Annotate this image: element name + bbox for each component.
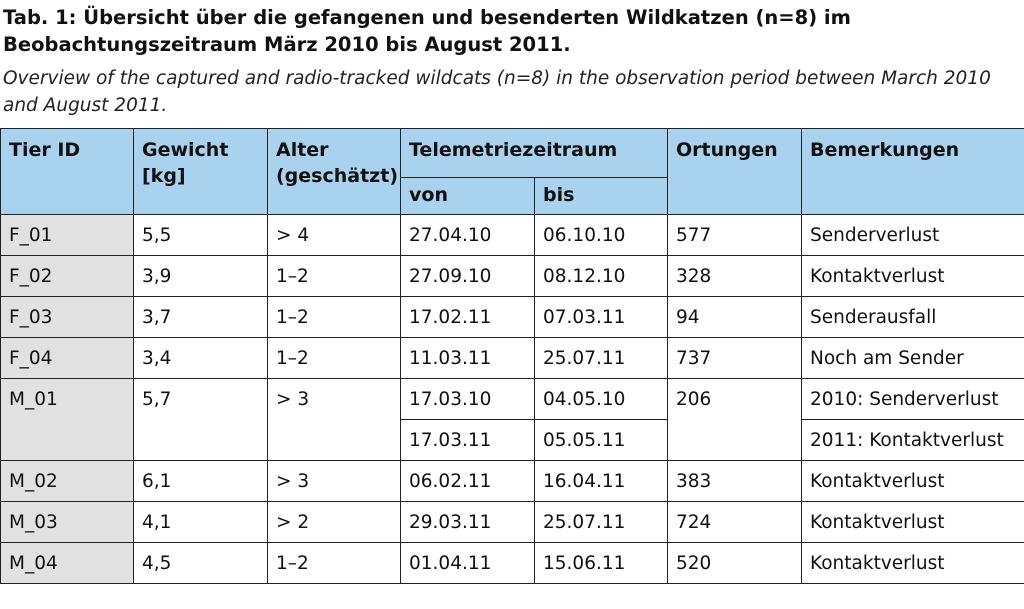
cell-weight-empty: [133, 419, 268, 461]
cell-age: > 4: [267, 214, 401, 256]
table-body: F_01 5,5 > 4 27.04.10 06.10.10 577 Sende…: [0, 214, 1024, 584]
cell-fixes: 577: [667, 214, 803, 256]
cell-from: 17.03.10: [400, 378, 535, 420]
header-from: von: [400, 177, 535, 215]
cell-from: 17.02.11: [400, 296, 535, 338]
header-fixes: Ortungen: [667, 128, 803, 215]
table-row: F_01 5,5 > 4 27.04.10 06.10.10 577 Sende…: [0, 214, 1024, 256]
cell-from: 06.02.11: [400, 460, 535, 502]
cell-from: 27.04.10: [400, 214, 535, 256]
header-weight: Gewicht [kg]: [133, 128, 268, 215]
cell-to: 06.10.10: [533, 214, 669, 256]
header-remarks: Bemerkungen: [801, 128, 1024, 215]
table-caption-subtitle: Overview of the captured and radio-track…: [3, 68, 991, 116]
cell-fixes: 94: [667, 296, 803, 338]
table-row: F_03 3,7 1–2 17.02.11 07.03.11 94 Sender…: [0, 296, 1024, 338]
cell-age: 1–2: [267, 337, 401, 379]
cell-tier-id: M_02: [0, 460, 134, 502]
table-row: M_01 5,7 > 3 17.03.10 04.05.10 206 2010:…: [0, 378, 1024, 420]
table-row: M_03 4,1 > 2 29.03.11 25.07.11 724 Konta…: [0, 501, 1024, 543]
cell-fixes: 724: [667, 501, 803, 543]
cell-to: 04.05.10: [533, 378, 669, 420]
cell-from: 29.03.11: [400, 501, 535, 543]
cell-tier-id: M_03: [0, 501, 134, 543]
cell-remarks: Senderausfall: [801, 296, 1024, 338]
cell-to: 07.03.11: [533, 296, 669, 338]
cell-weight: 6,1: [133, 460, 268, 502]
cell-age: > 3: [267, 378, 401, 420]
cell-fixes-empty: [667, 419, 803, 461]
table-row: F_04 3,4 1–2 11.03.11 25.07.11 737 Noch …: [0, 337, 1024, 379]
table-header: Tier ID Gewicht [kg] Alter (geschätzt) T…: [0, 128, 1024, 215]
cell-weight: 5,5: [133, 214, 268, 256]
cell-remarks: Kontaktverlust: [801, 542, 1024, 584]
table-row: M_04 4,5 1–2 01.04.11 15.06.11 520 Konta…: [0, 542, 1024, 584]
cell-remarks: 2011: Kontaktverlust: [801, 419, 1024, 461]
cell-to: 16.04.11: [533, 460, 669, 502]
cell-to: 25.07.11: [533, 337, 669, 379]
header-tier-id: Tier ID: [0, 128, 134, 215]
cell-from: 01.04.11: [400, 542, 535, 584]
cell-age-empty: [267, 419, 401, 461]
table-row: 17.03.11 05.05.11 2011: Kontaktverlust: [0, 419, 1024, 461]
cell-tier-id-empty: [0, 419, 134, 461]
header-telemetry-period: Telemetriezeitraum: [399, 128, 669, 178]
cell-remarks: Kontaktverlust: [801, 501, 1024, 543]
cell-to: 08.12.10: [533, 255, 669, 297]
cell-remarks: Kontaktverlust: [801, 460, 1024, 502]
cell-fixes: 206: [667, 378, 803, 420]
cell-tier-id: F_01: [0, 214, 134, 256]
cell-weight: 3,7: [133, 296, 268, 338]
cell-age: 1–2: [267, 542, 401, 584]
cell-from: 27.09.10: [400, 255, 535, 297]
cell-to: 05.05.11: [533, 419, 669, 461]
wildcat-table: Tier ID Gewicht [kg] Alter (geschätzt) T…: [0, 128, 1024, 584]
table-row: F_02 3,9 1–2 27.09.10 08.12.10 328 Konta…: [0, 255, 1024, 297]
cell-remarks: Kontaktverlust: [801, 255, 1024, 297]
cell-age: 1–2: [267, 296, 401, 338]
cell-tier-id: F_04: [0, 337, 134, 379]
cell-remarks: Noch am Sender: [801, 337, 1024, 379]
cell-age: 1–2: [267, 255, 401, 297]
cell-remarks: Senderverlust: [801, 214, 1024, 256]
cell-tier-id: M_01: [0, 378, 134, 420]
cell-weight: 5,7: [133, 378, 268, 420]
cell-from: 11.03.11: [400, 337, 535, 379]
cell-age: > 3: [267, 460, 401, 502]
cell-fixes: 520: [667, 542, 803, 584]
cell-remarks: 2010: Senderverlust: [801, 378, 1024, 420]
cell-fixes: 328: [667, 255, 803, 297]
cell-fixes: 737: [667, 337, 803, 379]
table-caption-title: Tab. 1: Übersicht über die gefangenen un…: [3, 6, 851, 56]
cell-to: 25.07.11: [533, 501, 669, 543]
cell-from: 17.03.11: [400, 419, 535, 461]
table-row: M_02 6,1 > 3 06.02.11 16.04.11 383 Konta…: [0, 460, 1024, 502]
cell-fixes: 383: [667, 460, 803, 502]
cell-tier-id: M_04: [0, 542, 134, 584]
header-age: Alter (geschätzt): [267, 128, 401, 215]
cell-weight: 4,1: [133, 501, 268, 543]
cell-weight: 4,5: [133, 542, 268, 584]
cell-age: > 2: [267, 501, 401, 543]
cell-to: 15.06.11: [533, 542, 669, 584]
cell-weight: 3,9: [133, 255, 268, 297]
cell-tier-id: F_03: [0, 296, 134, 338]
cell-tier-id: F_02: [0, 255, 134, 297]
header-to: bis: [533, 177, 669, 215]
cell-weight: 3,4: [133, 337, 268, 379]
